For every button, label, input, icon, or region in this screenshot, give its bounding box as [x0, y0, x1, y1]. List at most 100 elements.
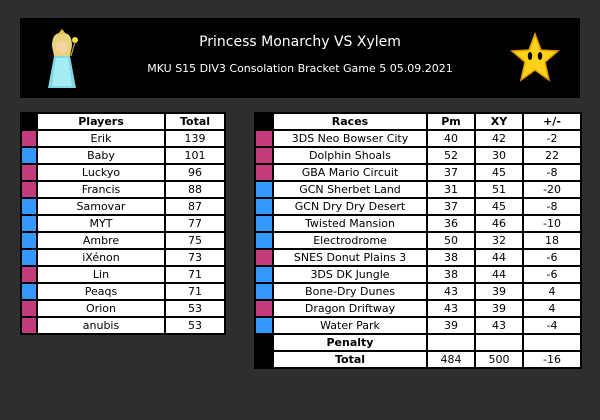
player-total: 139 [164, 129, 226, 148]
team-color-swatch [254, 214, 274, 233]
player-row: Lin 71 [20, 265, 226, 284]
player-total: 53 [164, 316, 226, 335]
player-row: Peaqs 71 [20, 282, 226, 301]
total-xy: 500 [474, 350, 524, 369]
total-diff: -16 [522, 350, 582, 369]
penalty-xy [474, 333, 524, 352]
player-total: 71 [164, 265, 226, 284]
team-color-swatch [20, 197, 38, 216]
player-name: Peaqs [36, 282, 166, 301]
player-row: Baby 101 [20, 146, 226, 165]
race-row: GBA Mario Circuit 37 45 -8 [254, 163, 582, 182]
player-row: MYT 77 [20, 214, 226, 233]
race-diff: 4 [522, 299, 582, 318]
race-name: GBA Mario Circuit [272, 163, 428, 182]
race-name: Bone-Dry Dunes [272, 282, 428, 301]
race-row: Dolphin Shoals 52 30 22 [254, 146, 582, 165]
team-color-swatch [20, 214, 38, 233]
player-total: 77 [164, 214, 226, 233]
team-color-swatch [254, 146, 274, 165]
team-color-swatch [20, 316, 38, 335]
race-xy: 51 [474, 180, 524, 199]
player-name: Samovar [36, 197, 166, 216]
row-spacer [254, 333, 274, 352]
race-pm: 50 [426, 231, 476, 250]
player-name: iXénon [36, 248, 166, 267]
player-row: Francis 88 [20, 180, 226, 199]
players-column-header: Players [36, 112, 166, 131]
races-column-header: Races [272, 112, 428, 131]
race-xy: 43 [474, 316, 524, 335]
players-header-row: Players Total [20, 112, 226, 131]
player-row: Orion 53 [20, 299, 226, 318]
team-color-swatch [20, 163, 38, 182]
player-total: 101 [164, 146, 226, 165]
race-diff: -6 [522, 248, 582, 267]
player-name: anubis [36, 316, 166, 335]
race-name: Dragon Driftway [272, 299, 428, 318]
team-color-swatch [254, 299, 274, 318]
race-pm: 37 [426, 197, 476, 216]
header-spacer [254, 112, 274, 131]
total-label: Total [272, 350, 428, 369]
player-name: Baby [36, 146, 166, 165]
race-pm: 52 [426, 146, 476, 165]
race-row: Dragon Driftway 43 39 4 [254, 299, 582, 318]
race-diff: -2 [522, 129, 582, 148]
race-row: GCN Sherbet Land 31 51 -20 [254, 180, 582, 199]
race-row: 3DS DK Jungle 38 44 -6 [254, 265, 582, 284]
team-color-swatch [254, 197, 274, 216]
xy-column-header: XY [474, 112, 524, 131]
race-name: 3DS DK Jungle [272, 265, 428, 284]
player-row: anubis 53 [20, 316, 226, 335]
race-name: GCN Dry Dry Desert [272, 197, 428, 216]
team-color-swatch [254, 248, 274, 267]
race-pm: 43 [426, 282, 476, 301]
race-row: Water Park 39 43 -4 [254, 316, 582, 335]
race-xy: 39 [474, 282, 524, 301]
race-xy: 32 [474, 231, 524, 250]
race-name: 3DS Neo Bowser City [272, 129, 428, 148]
players-table: Players Total Erik 139 Baby 101 Luckyo 96 Fran… [20, 112, 226, 335]
team-color-swatch [20, 282, 38, 301]
player-total: 75 [164, 231, 226, 250]
penalty-diff [522, 333, 582, 352]
player-name: Orion [36, 299, 166, 318]
race-pm: 38 [426, 265, 476, 284]
race-diff: -10 [522, 214, 582, 233]
player-total: 96 [164, 163, 226, 182]
player-total: 87 [164, 197, 226, 216]
race-xy: 44 [474, 248, 524, 267]
race-row: 3DS Neo Bowser City 40 42 -2 [254, 129, 582, 148]
team-color-swatch [20, 129, 38, 148]
race-row: Electrodrome 50 32 18 [254, 231, 582, 250]
player-name: Luckyo [36, 163, 166, 182]
player-name: Erik [36, 129, 166, 148]
race-pm: 36 [426, 214, 476, 233]
row-spacer [254, 350, 274, 369]
race-name: GCN Sherbet Land [272, 180, 428, 199]
diff-column-header: +/- [522, 112, 582, 131]
match-subtitle: MKU S15 DIV3 Consolation Bracket Game 5 … [147, 62, 453, 75]
player-row: iXénon 73 [20, 248, 226, 267]
race-name: SNES Donut Plains 3 [272, 248, 428, 267]
header-spacer [20, 112, 38, 131]
team-color-swatch [254, 282, 274, 301]
team-color-swatch [254, 163, 274, 182]
race-diff: -8 [522, 197, 582, 216]
team-color-swatch [254, 180, 274, 199]
race-pm: 43 [426, 299, 476, 318]
races-header-row: Races Pm XY +/- [254, 112, 582, 131]
race-pm: 38 [426, 248, 476, 267]
race-pm: 40 [426, 129, 476, 148]
race-name: Water Park [272, 316, 428, 335]
races-table: Races Pm XY +/- 3DS Neo Bowser City 40 42-… [254, 112, 582, 369]
race-pm: 31 [426, 180, 476, 199]
player-row: Erik 139 [20, 129, 226, 148]
team-color-swatch [20, 180, 38, 199]
race-diff: -6 [522, 265, 582, 284]
page-title: Princess Monarchy VS Xylem [199, 34, 401, 50]
team-color-swatch [20, 231, 38, 250]
race-name: Twisted Mansion [272, 214, 428, 233]
player-total: 88 [164, 180, 226, 199]
